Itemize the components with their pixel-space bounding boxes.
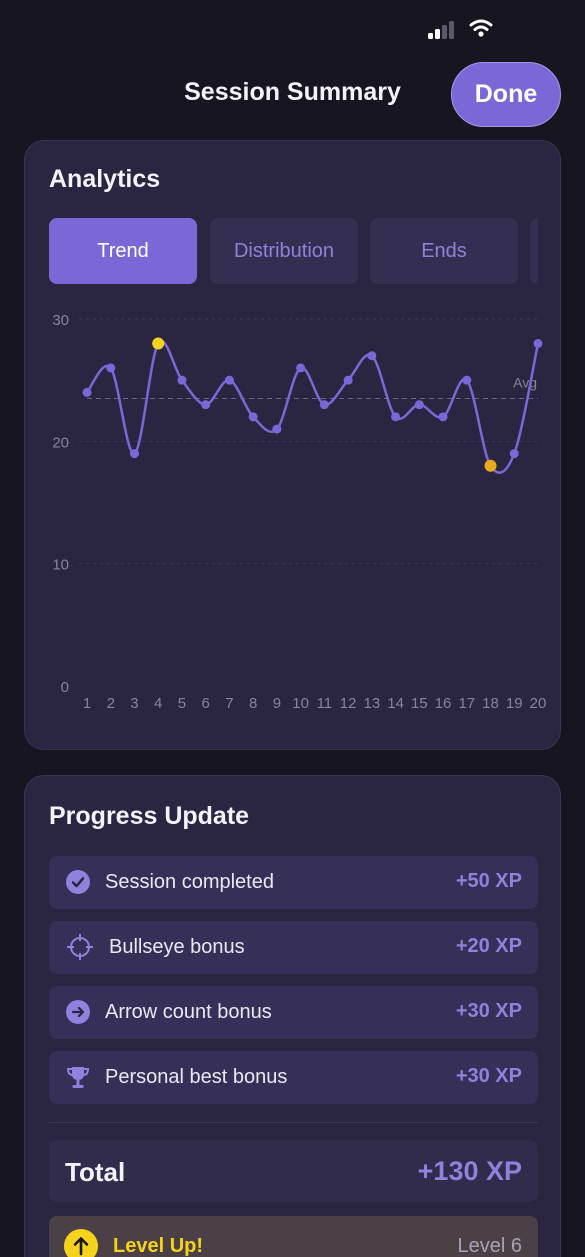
- analytics-title: Analytics: [49, 165, 161, 193]
- level-value: Level 6: [457, 1235, 523, 1257]
- data-point: [272, 424, 282, 434]
- y-tick-label: 20: [52, 434, 69, 451]
- x-tick-label: 19: [506, 695, 523, 712]
- header: Session Summary Done: [0, 56, 585, 134]
- tab-distribution[interactable]: Distribution: [210, 218, 358, 284]
- x-tick-label: 16: [435, 695, 452, 712]
- tab-more[interactable]: [530, 218, 538, 284]
- x-tick-label: 1: [83, 695, 91, 712]
- x-tick-label: 8: [249, 695, 257, 712]
- x-tick-label: 20: [530, 695, 547, 712]
- divider: [49, 1122, 538, 1123]
- x-tick-label: 18: [482, 695, 499, 712]
- y-tick-label: 30: [52, 312, 69, 329]
- crosshair-icon: [67, 934, 93, 960]
- xp-row-value: +30 XP: [455, 1000, 522, 1022]
- x-tick-label: 9: [273, 695, 281, 712]
- trend-line: [85, 339, 540, 474]
- x-tick-label: 6: [202, 695, 210, 712]
- done-button[interactable]: Done: [451, 62, 561, 127]
- x-tick-label: 4: [154, 695, 162, 712]
- y-tick-label: 10: [52, 557, 69, 574]
- data-point: [201, 400, 211, 410]
- x-tick-label: 17: [458, 695, 475, 712]
- tab-ends[interactable]: Ends: [370, 218, 518, 284]
- data-point: [248, 412, 258, 422]
- xp-row-value: +20 XP: [455, 935, 522, 957]
- x-tick-label: 14: [387, 695, 404, 712]
- page-title: Session Summary: [184, 78, 401, 106]
- x-tick-label: 13: [363, 695, 380, 712]
- total-row: Total +130 XP: [49, 1140, 538, 1202]
- progress-card: Progress Update Session completed +50 XP…: [24, 775, 561, 1257]
- analytics-card: Analytics Trend Distribution Ends 0 10 20 3…: [24, 140, 561, 750]
- y-tick-label: 0: [61, 679, 69, 696]
- arrow-right-circle-icon: [66, 1000, 90, 1024]
- data-point: [462, 375, 472, 385]
- data-point: [391, 412, 401, 422]
- xp-row-value: +30 XP: [455, 1065, 522, 1087]
- data-point: [296, 363, 306, 373]
- data-point: [106, 363, 116, 373]
- data-point: [414, 400, 424, 410]
- trophy-icon: [66, 1067, 90, 1088]
- x-tick-label: 12: [340, 695, 357, 712]
- highlight-point: [152, 337, 165, 350]
- x-tick-label: 5: [178, 695, 186, 712]
- xp-row-label: Bullseye bonus: [109, 936, 245, 958]
- x-tick-label: 3: [130, 695, 138, 712]
- data-point: [438, 412, 448, 422]
- x-tick-label: 7: [225, 695, 233, 712]
- data-point: [509, 449, 519, 459]
- xp-row-arrow-count-bonus: Arrow count bonus +30 XP: [49, 986, 538, 1039]
- level-up-banner: Level Up! Level 6: [49, 1216, 538, 1257]
- analytics-tabs: Trend Distribution Ends: [49, 218, 538, 284]
- progress-title: Progress Update: [49, 802, 250, 830]
- data-point: [319, 400, 329, 410]
- level-up-label: Level Up!: [113, 1235, 204, 1257]
- data-point: [343, 375, 353, 385]
- status-bar: [0, 0, 585, 56]
- signal-strength-icon: [428, 21, 458, 39]
- arrow-up-circle-icon: [64, 1229, 98, 1257]
- data-point: [177, 375, 187, 385]
- xp-row-session-completed: Session completed +50 XP: [49, 856, 538, 909]
- xp-row-label: Personal best bonus: [105, 1066, 288, 1088]
- check-circle-icon: [66, 870, 90, 894]
- xp-row-label: Arrow count bonus: [105, 1001, 272, 1023]
- x-tick-label: 10: [292, 695, 309, 712]
- data-point: [82, 387, 92, 397]
- data-point: [367, 351, 377, 361]
- data-point: [533, 338, 543, 348]
- xp-row-label: Session completed: [105, 871, 274, 893]
- xp-row-value: +50 XP: [455, 870, 522, 892]
- data-point: [129, 449, 139, 459]
- x-tick-label: 11: [317, 695, 333, 712]
- average-label: Avg: [513, 375, 537, 391]
- xp-row-personal-best-bonus: Personal best bonus +30 XP: [49, 1051, 538, 1104]
- total-label: Total: [65, 1157, 126, 1187]
- x-tick-label: 15: [411, 695, 428, 712]
- highlight-point: [484, 459, 497, 472]
- total-value: +130 XP: [417, 1156, 522, 1186]
- data-point: [224, 375, 234, 385]
- xp-row-bullseye-bonus: Bullseye bonus +20 XP: [49, 921, 538, 974]
- x-tick-label: 2: [107, 695, 115, 712]
- wifi-icon: [469, 19, 493, 37]
- tab-trend[interactable]: Trend: [49, 218, 197, 284]
